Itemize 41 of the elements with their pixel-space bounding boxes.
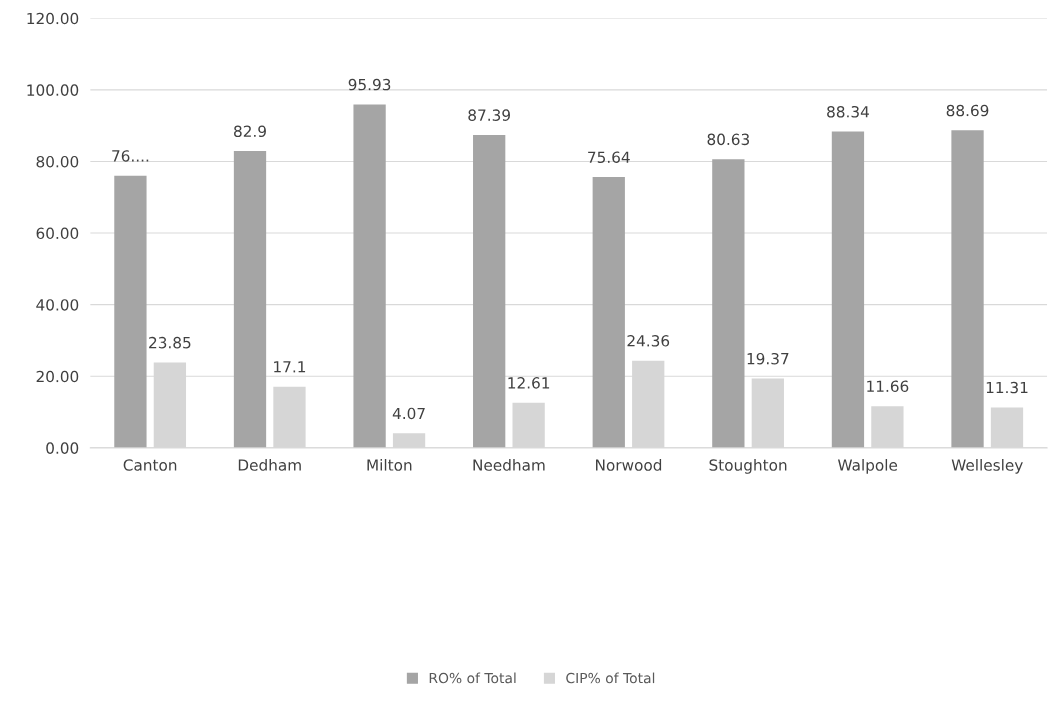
y-tick-label: 120.00 xyxy=(27,12,79,25)
bar xyxy=(114,175,147,448)
data-label: 88.34 xyxy=(827,105,869,118)
data-label: 24.36 xyxy=(627,335,670,347)
bar xyxy=(831,131,865,448)
data-label: 23.85 xyxy=(149,336,191,349)
x-tick-label: Walpole xyxy=(837,458,898,474)
data-label: 76.... xyxy=(112,150,149,162)
data-label: 95.93 xyxy=(348,78,391,91)
x-tick-label: Dedham xyxy=(238,458,301,471)
legend-label: RO% of Total xyxy=(429,672,516,684)
y-tick-label: 0.00 xyxy=(46,442,79,454)
bar xyxy=(353,104,386,448)
data-label: 75.64 xyxy=(588,151,630,163)
x-tick-label: Needham xyxy=(473,458,545,471)
x-tick-label: Wellesley xyxy=(951,458,1023,474)
bar xyxy=(592,177,625,448)
x-tick-label: Milton xyxy=(367,458,412,471)
data-label: 4.07 xyxy=(392,407,425,420)
y-tick-label: 20.00 xyxy=(36,370,79,383)
y-tick-label: 80.00 xyxy=(36,155,79,168)
bar xyxy=(473,135,506,448)
x-tick-label: Stoughton xyxy=(709,458,787,474)
data-label: 87.39 xyxy=(468,109,510,121)
data-label: 11.66 xyxy=(867,380,909,393)
bar xyxy=(712,159,745,448)
data-label: 80.63 xyxy=(707,133,749,146)
bar xyxy=(951,130,984,448)
legend-label: CIP% of Total xyxy=(566,672,655,684)
data-label: 11.31 xyxy=(986,381,1028,394)
data-label: 17.1 xyxy=(274,361,306,373)
data-label: 12.61 xyxy=(508,377,550,389)
y-tick-label: 100.00 xyxy=(27,84,79,96)
data-label: 88.69 xyxy=(946,104,989,117)
y-tick-label: 60.00 xyxy=(36,227,79,240)
y-tick-label: 40.00 xyxy=(36,299,79,311)
data-label: 19.37 xyxy=(747,352,789,365)
x-tick-label: Canton xyxy=(123,459,177,471)
x-tick-label: Norwood xyxy=(596,458,662,471)
data-label: 82.9 xyxy=(234,125,266,138)
bar xyxy=(233,151,267,448)
